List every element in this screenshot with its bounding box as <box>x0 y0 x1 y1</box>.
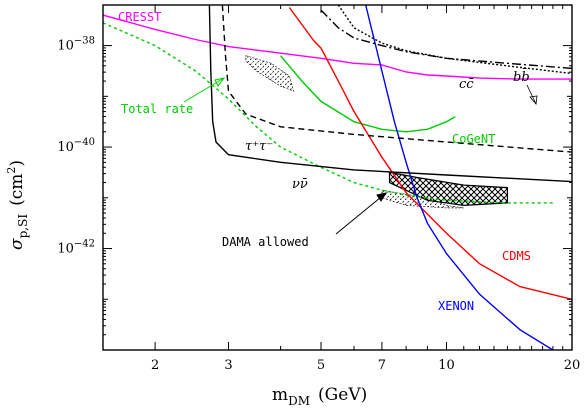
arrowhead-bb <box>529 95 538 105</box>
y-axis-unit-close: ) <box>7 160 27 167</box>
y-axis-symbol: σ <box>7 238 27 250</box>
label-cresst: CRESST <box>118 10 161 24</box>
label-cc: cc̄ <box>459 77 474 92</box>
x-axis-symbol: m <box>272 385 288 405</box>
y-tick-exponent: −38 <box>74 36 95 47</box>
series-line-tautau <box>221 5 572 153</box>
x-tick-label: 10 <box>438 358 455 373</box>
arrow-dama <box>335 192 387 235</box>
x-tick-label: 20 <box>564 358 581 373</box>
label-bb: bb̄ <box>513 68 530 85</box>
y-tick-base: 10 <box>57 39 74 54</box>
arrowhead-total-rate <box>214 77 226 87</box>
y-tick-exponent: −40 <box>74 137 95 148</box>
label-tautau: τ⁺τ⁻ <box>245 139 273 154</box>
y-tick-label: 10−42 <box>57 239 95 257</box>
arrow-bb <box>526 84 537 105</box>
y-axis-unit: (cm <box>7 174 27 206</box>
series-line-cresst <box>103 14 572 80</box>
y-tick-label: 10−38 <box>57 36 95 54</box>
x-axis-unit: (GeV) <box>318 385 367 405</box>
y-tick-label: 10−40 <box>57 137 95 155</box>
arrowhead-dama <box>376 192 388 202</box>
label-total-rate: Total rate <box>121 102 193 116</box>
label-dama: DAMA allowed <box>222 235 309 249</box>
series-group <box>103 5 572 350</box>
x-tick-label: 3 <box>224 358 232 373</box>
series-line-cdms <box>288 7 572 300</box>
label-nunu: νν̄ <box>292 177 308 192</box>
series-line-total-rate <box>103 22 553 204</box>
x-axis-label: mDM (GeV) <box>272 385 367 408</box>
x-tick-label: 7 <box>378 358 386 373</box>
x-axis-subscript: DM <box>288 394 310 408</box>
arrow-total-rate <box>183 77 225 103</box>
label-cdms: CDMS <box>502 249 531 263</box>
y-axis-subscript: p,SI <box>16 214 30 239</box>
plot-frame <box>102 4 573 351</box>
x-tick-label: 2 <box>151 358 159 373</box>
series-line-cc <box>320 9 572 70</box>
y-axis-unit-sup: 2 <box>5 167 18 174</box>
label-cogent: CoGeNT <box>452 132 495 146</box>
series-line-xenon <box>365 5 554 350</box>
series-line-nunu <box>208 5 572 183</box>
series-line-cogent <box>280 55 456 133</box>
y-tick-base: 10 <box>57 242 74 257</box>
x-tick-label: 5 <box>317 358 325 373</box>
y-axis-label: σp,SI (cm2) <box>5 160 30 250</box>
region-dama-small-2 <box>245 55 295 92</box>
y-tick-exponent: −42 <box>74 239 95 250</box>
label-xenon: XENON <box>438 299 474 313</box>
series-line-bb <box>337 5 572 75</box>
region-dama-allowed-0 <box>388 171 508 207</box>
y-tick-base: 10 <box>57 140 74 155</box>
